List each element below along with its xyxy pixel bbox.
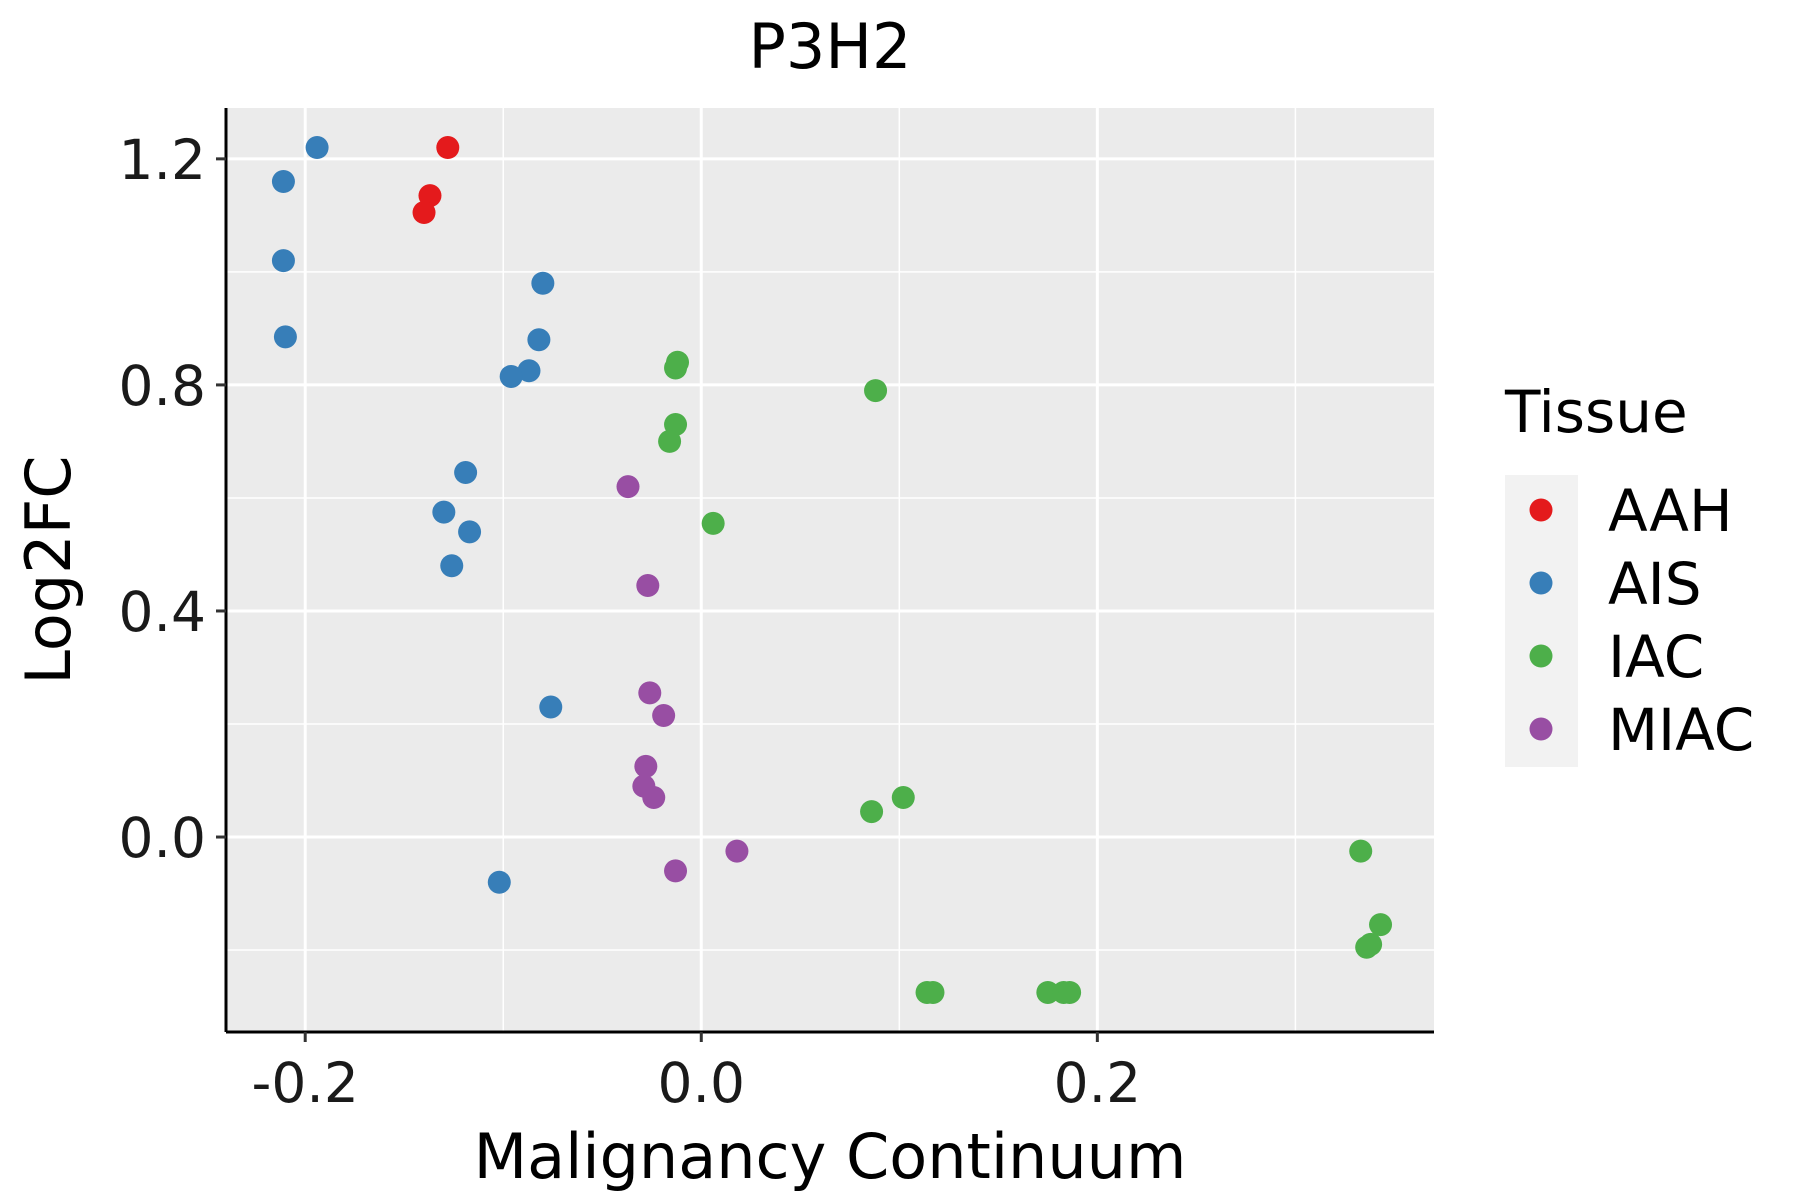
y-axis-ticks: 0.0 0.4 0.8 1.2	[119, 128, 226, 870]
point-iac	[921, 980, 945, 1004]
point-iac	[864, 379, 888, 403]
y-axis-title: Log2FC	[12, 455, 85, 684]
point-ais	[273, 325, 297, 349]
legend-key-ais	[1529, 571, 1553, 595]
point-aah	[436, 136, 460, 160]
legend-key-aah	[1529, 498, 1553, 522]
point-ais	[305, 136, 329, 160]
point-iac	[658, 429, 682, 453]
point-iac	[664, 356, 688, 380]
minor-gridlines	[226, 108, 1434, 1032]
point-miac	[636, 574, 660, 598]
legend-title: Tissue	[1504, 378, 1688, 446]
x-tick-label: -0.2	[252, 1051, 359, 1115]
major-gridlines	[226, 108, 1434, 1032]
y-tick-label: 1.2	[119, 128, 206, 192]
plot-panel	[226, 108, 1434, 1032]
legend-key-iac	[1529, 644, 1553, 668]
point-iac	[1058, 980, 1082, 1004]
point-miac	[725, 839, 749, 863]
point-iac	[701, 511, 725, 535]
legend-label-miac: MIAC	[1608, 696, 1754, 764]
point-ais	[539, 695, 563, 719]
point-miac	[652, 704, 676, 728]
point-ais	[440, 554, 464, 578]
legend-label-ais: AIS	[1608, 550, 1702, 618]
point-ais	[432, 500, 456, 524]
legend-label-iac: IAC	[1608, 623, 1704, 691]
point-ais	[499, 364, 523, 388]
x-tick-label: 0.0	[658, 1051, 745, 1115]
point-ais	[527, 328, 551, 352]
x-tick-label: 0.2	[1054, 1051, 1141, 1115]
point-miac	[664, 859, 688, 883]
point-ais	[454, 461, 478, 485]
point-aah	[412, 201, 436, 225]
point-miac	[634, 754, 658, 778]
point-iac	[891, 785, 915, 809]
data-points	[271, 136, 1393, 1004]
point-iac	[860, 800, 884, 824]
point-iac	[1036, 980, 1060, 1004]
point-ais	[531, 271, 555, 295]
point-iac	[1369, 913, 1393, 937]
x-axis-ticks: -0.2 0.0 0.2	[252, 1032, 1141, 1115]
point-ais	[271, 169, 295, 193]
point-ais	[271, 249, 295, 273]
legend-label-aah: AAH	[1608, 477, 1733, 545]
point-ais	[517, 359, 541, 383]
legend-key-miac	[1529, 717, 1553, 741]
point-ais	[487, 870, 511, 894]
point-miac	[638, 681, 662, 705]
x-axis-title: Malignancy Continuum	[474, 1120, 1187, 1193]
point-miac	[642, 785, 666, 809]
y-tick-label: 0.8	[119, 354, 206, 418]
point-miac	[616, 475, 640, 499]
y-tick-label: 0.4	[119, 580, 206, 644]
y-tick-label: 0.0	[119, 806, 206, 870]
chart-title: P3H2	[749, 10, 912, 83]
point-ais	[458, 520, 482, 544]
point-iac	[1359, 932, 1383, 956]
point-iac	[1349, 839, 1373, 863]
